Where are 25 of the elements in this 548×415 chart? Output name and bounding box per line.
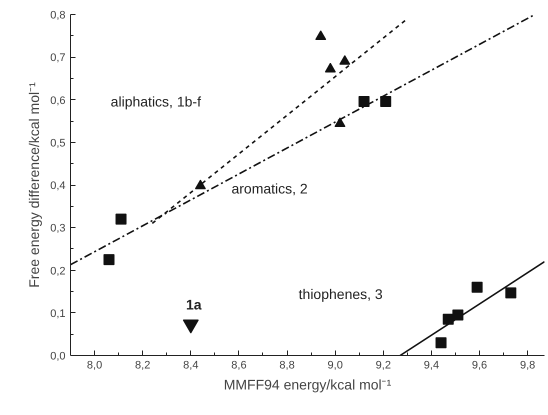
y-tick-label: 0,6 bbox=[50, 94, 66, 107]
x-axis-title: MMFF94 energy/kcal mol⁻¹ bbox=[224, 376, 392, 392]
y-tick-label: 0,2 bbox=[50, 265, 66, 278]
y-tick-label: 0,5 bbox=[50, 137, 66, 150]
x-tick-label: 9,2 bbox=[376, 360, 391, 372]
y-tick-label: 0,3 bbox=[50, 222, 66, 235]
annotation: 1a bbox=[186, 296, 202, 312]
x-tick-label: 9,6 bbox=[472, 360, 488, 372]
annotation: aromatics, 2 bbox=[231, 180, 308, 196]
x-tick-label: 8,2 bbox=[135, 360, 150, 372]
x-tick-label: 9,4 bbox=[424, 360, 440, 372]
annotation: thiophenes, 3 bbox=[298, 286, 383, 302]
y-tick-label: 0,7 bbox=[50, 52, 66, 64]
x-tick-label: 9,8 bbox=[520, 360, 536, 372]
annotation: aliphatics, 1b-f bbox=[110, 93, 202, 110]
y-axis-title: Free energy difference/kcal mol⁻¹ bbox=[26, 82, 42, 288]
y-tick-label: 0,0 bbox=[50, 350, 66, 362]
y-tick-label: 0,8 bbox=[50, 10, 66, 22]
y-tick-label: 0,1 bbox=[50, 308, 66, 320]
x-tick-label: 8,8 bbox=[279, 360, 295, 372]
x-tick-label: 9,0 bbox=[328, 360, 343, 372]
x-tick-label: 8,0 bbox=[86, 360, 102, 372]
x-tick-label: 8,6 bbox=[231, 360, 247, 372]
x-tick-label: 8,4 bbox=[183, 360, 198, 372]
y-tick-label: 0,4 bbox=[50, 180, 66, 192]
